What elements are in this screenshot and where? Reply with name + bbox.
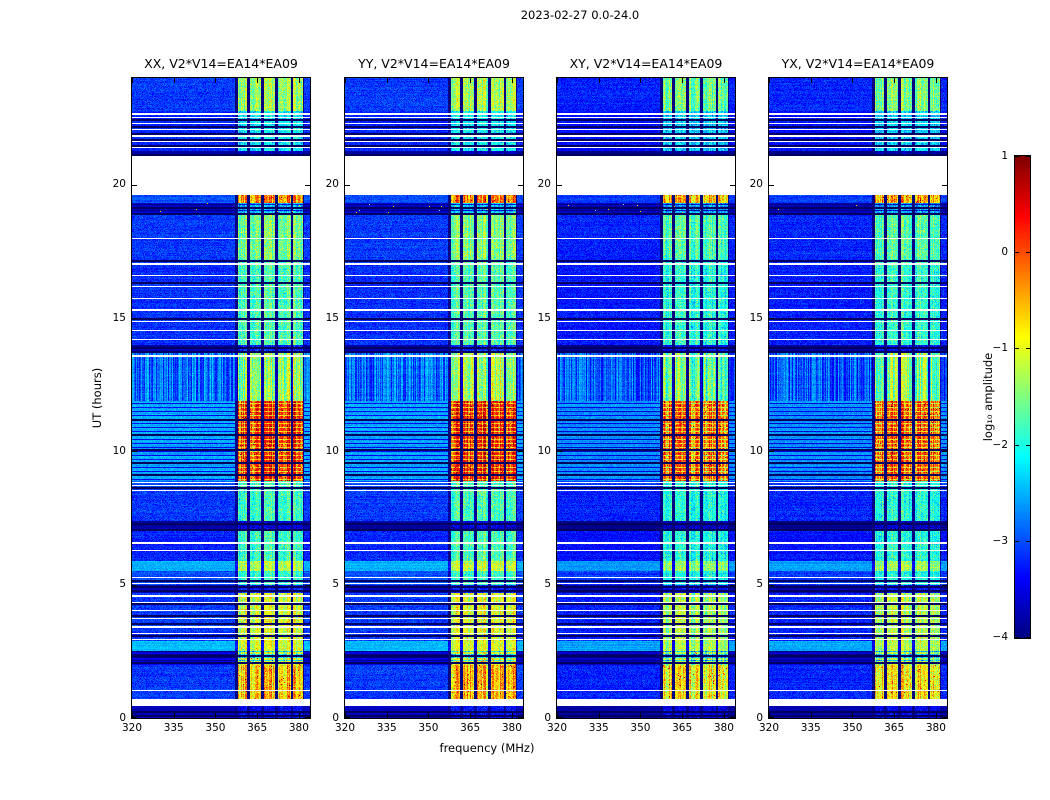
colorbar-tick-label: −2 [992, 438, 1008, 451]
x-tick-label: 365 [460, 722, 481, 734]
y-tick-label: 0 [544, 711, 551, 724]
y-tick-label: 5 [544, 578, 551, 591]
spectrogram-panel-yx [768, 77, 948, 719]
panel-title: XX, V2*V14=EA14*EA09 [144, 56, 298, 71]
x-tick-label: 380 [288, 722, 309, 734]
x-tick-label: 365 [884, 722, 905, 734]
colorbar-label: log₁₀ amplitude [981, 352, 995, 442]
y-tick-label: 15 [325, 311, 339, 324]
panel-title: YX, V2*V14=EA14*EA09 [781, 56, 935, 71]
y-tick-label: 0 [119, 711, 126, 724]
spectrogram-panel-xx [131, 77, 311, 719]
y-tick-label: 15 [537, 311, 551, 324]
x-tick-label: 320 [758, 722, 780, 734]
x-tick-label: 380 [713, 722, 734, 734]
y-tick-label: 20 [112, 178, 126, 191]
y-tick-label: 5 [756, 578, 763, 591]
y-tick-label: 10 [537, 444, 551, 457]
x-tick-label: 350 [418, 722, 439, 734]
x-tick-label: 380 [501, 722, 522, 734]
y-tick-label: 5 [119, 578, 126, 591]
x-tick-label: 335 [588, 722, 609, 734]
panel-title: XY, V2*V14=EA14*EA09 [569, 56, 723, 71]
y-tick-label: 15 [749, 311, 763, 324]
y-tick-label: 5 [332, 578, 339, 591]
colorbar [1014, 155, 1031, 639]
x-tick-label: 380 [925, 722, 946, 734]
x-tick-label: 350 [630, 722, 651, 734]
x-tick-label: 350 [842, 722, 863, 734]
y-tick-label: 20 [537, 178, 551, 191]
y-tick-label: 10 [325, 444, 339, 457]
x-tick-label: 350 [205, 722, 226, 734]
x-tick-label: 335 [800, 722, 821, 734]
x-axis-label: frequency (MHz) [439, 741, 535, 755]
y-tick-label: 10 [112, 444, 126, 457]
y-tick-label: 0 [332, 711, 339, 724]
x-tick-label: 365 [672, 722, 693, 734]
x-tick-label: 335 [163, 722, 184, 734]
colorbar-tick-label: −1 [992, 341, 1008, 354]
colorbar-tick-label: −3 [992, 534, 1008, 547]
spectrogram-panel-yy [344, 77, 524, 719]
y-tick-label: 10 [749, 444, 763, 457]
y-tick-label: 20 [325, 178, 339, 191]
y-axis-label: UT (hours) [90, 367, 104, 429]
colorbar-tick-label: 1 [1001, 149, 1008, 162]
spectrogram-panel-xy [556, 77, 736, 719]
figure-title: 2023-02-27 0.0-24.0 [520, 8, 640, 22]
y-tick-label: 20 [749, 178, 763, 191]
x-tick-label: 320 [334, 722, 356, 734]
panel-title: YY, V2*V14=EA14*EA09 [358, 56, 510, 71]
y-tick-label: 15 [112, 311, 126, 324]
x-tick-label: 320 [546, 722, 568, 734]
x-tick-label: 335 [376, 722, 397, 734]
x-tick-label: 365 [247, 722, 268, 734]
colorbar-tick-label: 0 [1001, 245, 1008, 258]
y-tick-label: 0 [756, 711, 763, 724]
x-tick-label: 320 [121, 722, 143, 734]
colorbar-tick-label: −4 [992, 630, 1008, 643]
